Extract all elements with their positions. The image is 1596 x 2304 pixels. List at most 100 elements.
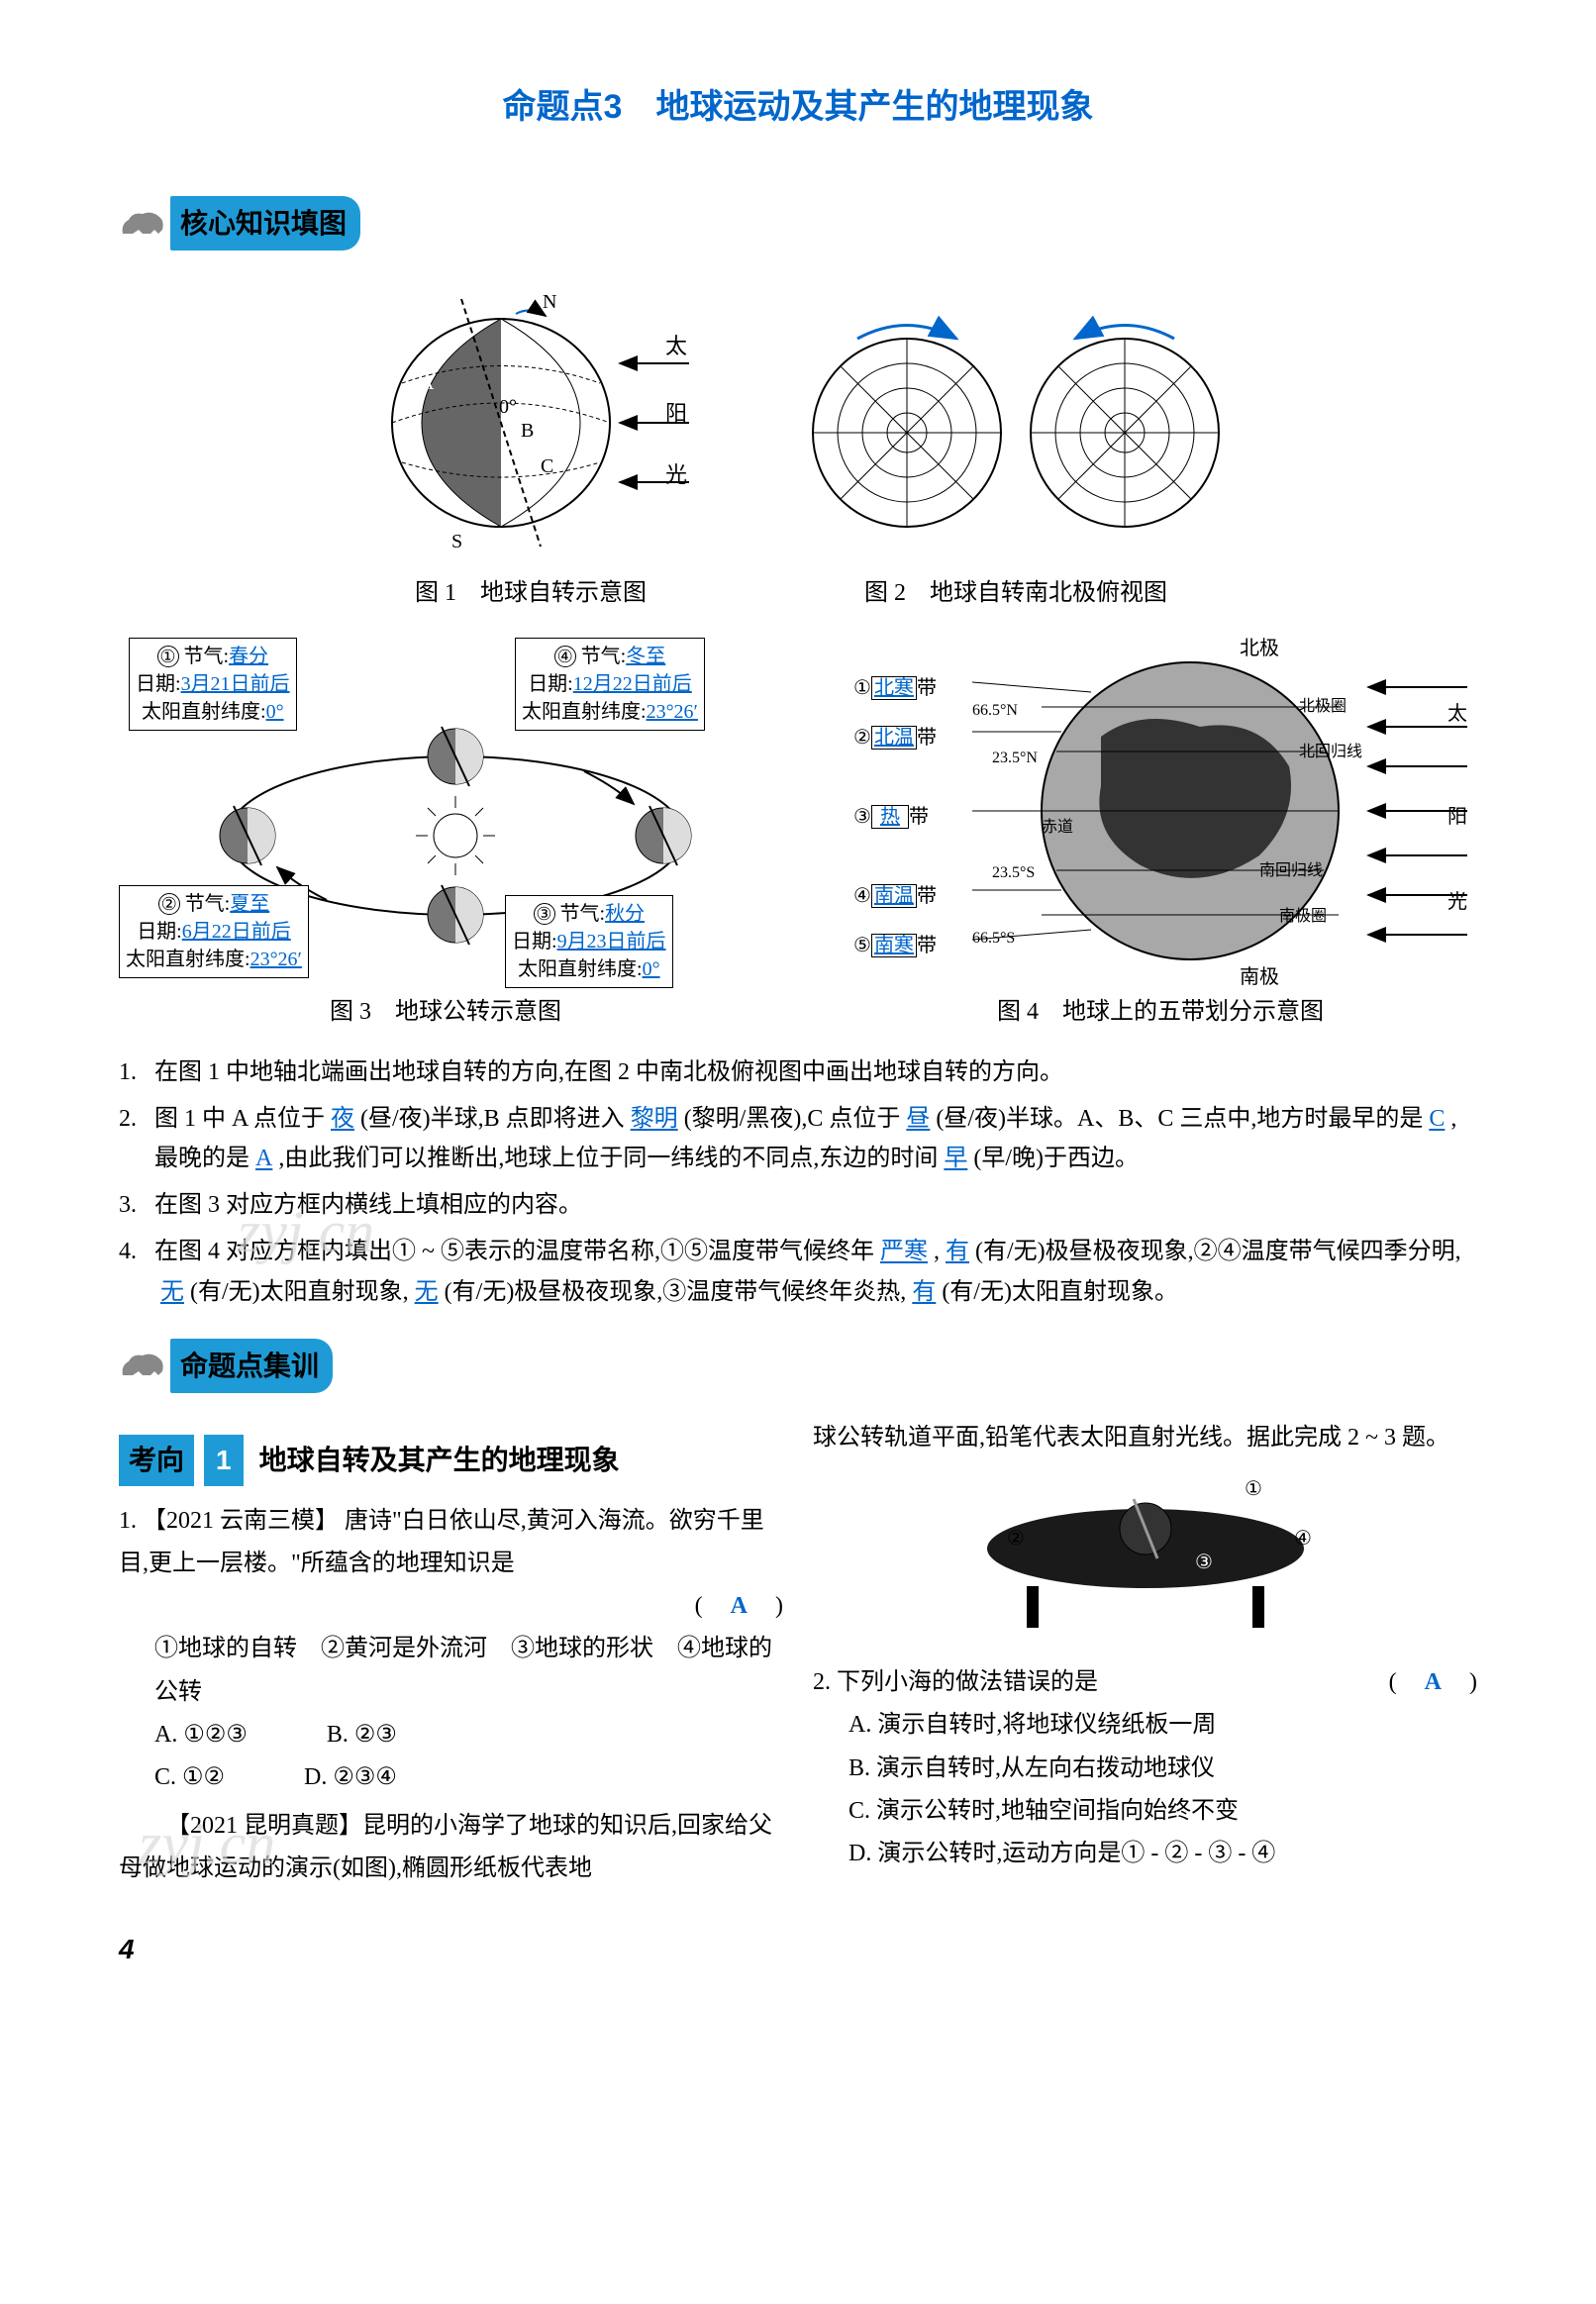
- q4-body: 在图 4 对应方框内填出① ~ ⑤表示的温度带名称,①⑤温度带气候终年严寒,有(…: [154, 1232, 1477, 1313]
- mc2-opt-A: A. 演示自转时,将地球仪绕纸板一周: [848, 1704, 1477, 1747]
- figures-row-2: ① 节气:春分 日期:3月21日前后 太阳直射纬度:0° ④ 节气:冬至 日期:…: [119, 638, 1477, 1033]
- zone-2: ②北温带: [853, 721, 937, 754]
- passage-right: 球公转轨道平面,铅笔代表太阳直射光线。据此完成 2 ~ 3 题。: [813, 1417, 1477, 1459]
- zone-southpole: 南极: [1240, 960, 1279, 994]
- fig1-svg: N S A 0° B C 太 阳 光: [362, 294, 699, 551]
- mc2-stem: 下列小海的做法错误的是: [837, 1669, 1098, 1695]
- exam-left-col: 考向 1 地球自转及其产生的地理现象 1. 【2021 云南三模】 唐诗"白日依…: [119, 1417, 783, 1896]
- mc2-num: 2.: [813, 1669, 831, 1695]
- q2-num: 2.: [119, 1099, 154, 1180]
- zone-sun2: 阳: [1447, 800, 1467, 834]
- mc1-answer: A: [727, 1593, 751, 1619]
- figure-4: 北极 ①北寒带 ②北温带 ③热带 ④南温带 ⑤南寒带 23.5°N 23.5°S…: [844, 638, 1477, 1033]
- exam-right-col: 球公转轨道平面,铅笔代表太阳直射光线。据此完成 2 ~ 3 题。 ① ② ③ ④…: [813, 1417, 1477, 1896]
- svg-text:B: B: [521, 420, 534, 442]
- mc1-num: 1.: [119, 1508, 137, 1534]
- zone-sun3: 光: [1447, 885, 1467, 919]
- mc2-opt-B: B. 演示自转时,从左向右拨动地球仪: [848, 1748, 1477, 1790]
- exam-title: 地球自转及其产生的地理现象: [259, 1437, 620, 1484]
- zone-tropicN: 北回归线: [1299, 739, 1362, 765]
- fill-questions: zyj.cn 1. 在图 1 中地轴北端画出地球自转的方向,在图 2 中南北极俯…: [119, 1052, 1477, 1313]
- mc2-opt-D: D. 演示公转时,运动方向是① - ② - ③ - ④: [848, 1833, 1477, 1875]
- rhino-icon: [119, 206, 166, 242]
- page-title: 命题点3 地球运动及其产生的地理现象: [119, 79, 1477, 137]
- svg-text:④: ④: [1294, 1528, 1312, 1550]
- svg-text:太: 太: [665, 334, 687, 358]
- zones-svg: [844, 638, 1477, 984]
- exam-tag: 考向: [119, 1435, 194, 1486]
- exam-header: 考向 1 地球自转及其产生的地理现象: [119, 1435, 783, 1486]
- zone-arctic: 北极圈: [1299, 693, 1347, 720]
- zone-tropicS: 南回归线: [1259, 857, 1323, 884]
- rhino-icon: [119, 1348, 166, 1383]
- mc1-opts-line: ①地球的自转 ②黄河是外流河 ③地球的形状 ④地球的公转: [154, 1628, 783, 1713]
- question-1: 1. 在图 1 中地轴北端画出地球自转的方向,在图 2 中南北极俯视图中画出地球…: [119, 1052, 1477, 1093]
- svg-text:②: ②: [1007, 1528, 1025, 1550]
- zone-4: ④南温带: [853, 879, 937, 913]
- figures-row-1: N S A 0° B C 太 阳 光 图 1 地球自转示意图: [119, 294, 1477, 614]
- figure-3: ① 节气:春分 日期:3月21日前后 太阳直射纬度:0° ④ 节气:冬至 日期:…: [119, 638, 772, 1033]
- mc-question-2: 2. 下列小海的做法错误的是 ( A ) A. 演示自转时,将地球仪绕纸板一周 …: [813, 1661, 1477, 1875]
- mc1-opt-B: B. ②③: [327, 1714, 397, 1756]
- fig1-caption: 图 1 地球自转示意图: [362, 573, 699, 614]
- passage-left: 【2021 昆明真题】昆明的小海学了地球的知识后,回家给父母做地球运动的演示(如…: [119, 1805, 783, 1890]
- zone-sun1: 太: [1447, 697, 1467, 731]
- svg-text:N: N: [543, 294, 556, 313]
- mc2-opt-C: C. 演示公转时,地轴空间指向始终不变: [848, 1790, 1477, 1833]
- orbit-box-3: ③ 节气:秋分 日期:9月23日前后 太阳直射纬度:0°: [505, 895, 673, 988]
- svg-text:C: C: [541, 455, 553, 477]
- exam-num: 1: [204, 1435, 244, 1486]
- zone-lat-an: 66.5°N: [972, 697, 1018, 724]
- q1-num: 1.: [119, 1052, 154, 1093]
- demo-figure: ① ② ③ ④: [813, 1469, 1477, 1652]
- demo-svg: ① ② ③ ④: [967, 1469, 1324, 1638]
- svg-text:①: ①: [1245, 1478, 1262, 1500]
- zone-lat3: 23.5°S: [992, 859, 1035, 886]
- mc1-opt-D: D. ②③④: [304, 1756, 397, 1799]
- page-number: 4: [119, 1926, 1477, 1973]
- mc1-opts-row2: C. ①② D. ②③④: [154, 1756, 783, 1799]
- q2-body: 图 1 中 A 点位于夜(昼/夜)半球,B 点即将进入黎明(黎明/黑夜),C 点…: [154, 1099, 1477, 1180]
- figure-2: 图 2 地球自转南北极俯视图: [798, 294, 1234, 614]
- mc1-src: 【2021 云南三模】: [143, 1508, 339, 1534]
- svg-text:0°: 0°: [499, 396, 517, 418]
- svg-text:阳: 阳: [665, 401, 687, 426]
- zone-3: ③热带: [853, 800, 929, 834]
- zones-diagram: 北极 ①北寒带 ②北温带 ③热带 ④南温带 ⑤南寒带 23.5°N 23.5°S…: [844, 638, 1477, 984]
- mc2-answer: A: [1421, 1669, 1446, 1695]
- fig2-svg: [798, 294, 1234, 551]
- exam-two-col: zyj.cn 考向 1 地球自转及其产生的地理现象 1. 【2021 云南三模】…: [119, 1417, 1477, 1896]
- zone-1: ①北寒带: [853, 671, 937, 705]
- zone-lat-as: 66.5°S: [972, 925, 1015, 952]
- orbit-diagram: ① 节气:春分 日期:3月21日前后 太阳直射纬度:0° ④ 节气:冬至 日期:…: [119, 638, 772, 984]
- question-4: 4. 在图 4 对应方框内填出① ~ ⑤表示的温度带名称,①⑤温度带气候终年严寒…: [119, 1232, 1477, 1313]
- section-banner-core: 核心知识填图: [119, 196, 360, 251]
- question-3: 3. 在图 3 对应方框内横线上填相应的内容。: [119, 1185, 1477, 1226]
- mc1-opt-A: A. ①②③: [154, 1714, 248, 1756]
- zone-equator: 赤道: [1042, 814, 1073, 841]
- svg-text:S: S: [451, 531, 462, 551]
- fig2-caption: 图 2 地球自转南北极俯视图: [798, 573, 1234, 614]
- banner-text-exam: 命题点集训: [170, 1339, 333, 1394]
- zone-antarctic: 南极圈: [1279, 903, 1327, 930]
- q4-num: 4.: [119, 1232, 154, 1313]
- zone-northpole: 北极: [1240, 632, 1279, 665]
- fig4-caption: 图 4 地球上的五带划分示意图: [844, 992, 1477, 1033]
- q3-body: 在图 3 对应方框内横线上填相应的内容。: [154, 1185, 1477, 1226]
- orbit-box-1: ① 节气:春分 日期:3月21日前后 太阳直射纬度:0°: [129, 638, 297, 731]
- mc-question-1: 1. 【2021 云南三模】 唐诗"白日依山尽,黄河入海流。欲穷千里目,更上一层…: [119, 1500, 783, 1799]
- svg-text:A: A: [420, 372, 435, 394]
- svg-text:③: ③: [1195, 1552, 1213, 1573]
- mc1-opts-row1: A. ①②③ B. ②③: [154, 1714, 783, 1756]
- q1-body: 在图 1 中地轴北端画出地球自转的方向,在图 2 中南北极俯视图中画出地球自转的…: [154, 1052, 1477, 1093]
- question-2: 2. 图 1 中 A 点位于夜(昼/夜)半球,B 点即将进入黎明(黎明/黑夜),…: [119, 1099, 1477, 1180]
- banner-text-core: 核心知识填图: [170, 196, 360, 251]
- passage-src: 【2021 昆明真题】: [166, 1813, 362, 1839]
- svg-text:光: 光: [665, 462, 687, 487]
- mc1-opt-C: C. ①②: [154, 1756, 225, 1799]
- orbit-box-4: ④ 节气:冬至 日期:12月22日前后 太阳直射纬度:23°26′: [515, 638, 705, 731]
- fig3-caption: 图 3 地球公转示意图: [119, 992, 772, 1033]
- section-banner-exam: 命题点集训: [119, 1339, 333, 1394]
- orbit-box-2: ② 节气:夏至 日期:6月22日前后 太阳直射纬度:23°26′: [119, 885, 309, 978]
- q3-num: 3.: [119, 1185, 154, 1226]
